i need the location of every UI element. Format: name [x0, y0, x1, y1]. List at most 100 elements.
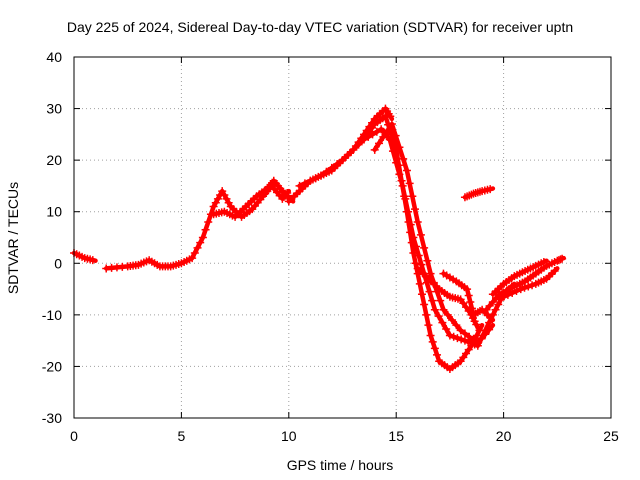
- data-point: [528, 281, 537, 290]
- data-point: [375, 139, 384, 148]
- series-track: [209, 176, 296, 221]
- data-point: [388, 147, 397, 156]
- data-point: [359, 135, 368, 144]
- data-point: [453, 334, 462, 343]
- data-point: [354, 140, 363, 149]
- data-point: [491, 305, 500, 314]
- data-point: [428, 296, 437, 305]
- data-point: [494, 300, 503, 309]
- series-track: [482, 254, 567, 314]
- data-point: [392, 158, 401, 167]
- data-point: [430, 305, 439, 314]
- x-tick-label: 0: [70, 428, 78, 444]
- data-point: [481, 330, 490, 339]
- data-point: [516, 285, 525, 294]
- data-point: [465, 332, 474, 341]
- data-point: [196, 238, 205, 247]
- data-point: [368, 130, 377, 139]
- data-point: [558, 254, 567, 263]
- data-point: [379, 132, 388, 141]
- data-point: [391, 131, 400, 140]
- data-point: [434, 312, 443, 321]
- y-tick-label: -30: [42, 410, 62, 426]
- data-point: [467, 304, 476, 313]
- data-point: [416, 230, 425, 239]
- data-point: [190, 248, 199, 257]
- data-point: [486, 185, 495, 194]
- data-point: [469, 335, 478, 344]
- data-point: [395, 143, 404, 152]
- data-point: [398, 181, 407, 190]
- data-point: [460, 329, 469, 338]
- data-point: [425, 287, 434, 296]
- data-point: [193, 243, 202, 252]
- data-point: [410, 205, 419, 214]
- y-axis-label: SDTVAR / TECUs: [5, 182, 21, 294]
- x-tick-label: 10: [281, 428, 297, 444]
- y-tick-label: 40: [46, 49, 62, 65]
- data-point: [338, 156, 347, 165]
- data-point: [472, 320, 481, 329]
- data-point: [385, 135, 394, 144]
- data-point: [333, 160, 342, 169]
- series-track: [102, 181, 292, 273]
- data-point: [402, 166, 411, 175]
- data-point: [204, 218, 213, 227]
- series-track: [499, 266, 560, 301]
- y-tick-label: -10: [42, 307, 62, 323]
- data-point: [448, 316, 457, 325]
- y-tick-label: 10: [46, 204, 62, 220]
- data-point: [306, 176, 315, 185]
- data-point: [426, 331, 435, 340]
- data-point: [415, 279, 424, 288]
- data-point: [520, 283, 529, 292]
- series-track: [359, 125, 517, 350]
- data-point: [413, 218, 422, 227]
- data-point: [472, 331, 481, 340]
- x-axis-label: GPS time / hours: [287, 457, 394, 473]
- data-point: [463, 285, 472, 294]
- data-point: [452, 321, 461, 330]
- data-point: [445, 331, 454, 340]
- series-track: [370, 120, 496, 348]
- data-point: [408, 192, 417, 201]
- data-point: [417, 260, 426, 269]
- data-point: [439, 305, 448, 314]
- y-tick-label: -20: [42, 358, 62, 374]
- plot-border: [73, 56, 612, 419]
- data-point: [457, 335, 466, 344]
- data-point: [412, 242, 421, 251]
- data-point: [539, 257, 548, 266]
- data-point: [443, 310, 452, 319]
- data-point: [428, 337, 437, 346]
- x-tick-label: 5: [178, 428, 186, 444]
- x-tick-label: 15: [388, 428, 404, 444]
- ticks: 0 5 10 15 20 25 -30 -20 -10 0 10 20 30 40: [42, 49, 619, 444]
- data-point: [188, 254, 197, 263]
- data-point: [550, 267, 559, 276]
- data-point: [499, 292, 508, 301]
- data-point: [198, 233, 207, 242]
- data-point: [485, 325, 494, 334]
- grid: [74, 57, 611, 418]
- data-point: [88, 256, 97, 265]
- data-point: [449, 332, 458, 341]
- data-point: [473, 339, 482, 348]
- data-point: [503, 290, 512, 299]
- data-point: [322, 167, 331, 176]
- data-point: [295, 181, 304, 190]
- data-point: [422, 310, 431, 319]
- data-point: [311, 174, 320, 183]
- data-point: [420, 243, 429, 252]
- data-point: [406, 220, 415, 229]
- data-point: [327, 163, 336, 172]
- data-point: [417, 290, 426, 299]
- data-point: [456, 326, 465, 335]
- series-track: [460, 185, 496, 202]
- series-track: [439, 269, 496, 323]
- data-point: [420, 300, 429, 309]
- data-point: [436, 296, 445, 305]
- data-point: [466, 297, 475, 306]
- series-layer: [70, 104, 567, 374]
